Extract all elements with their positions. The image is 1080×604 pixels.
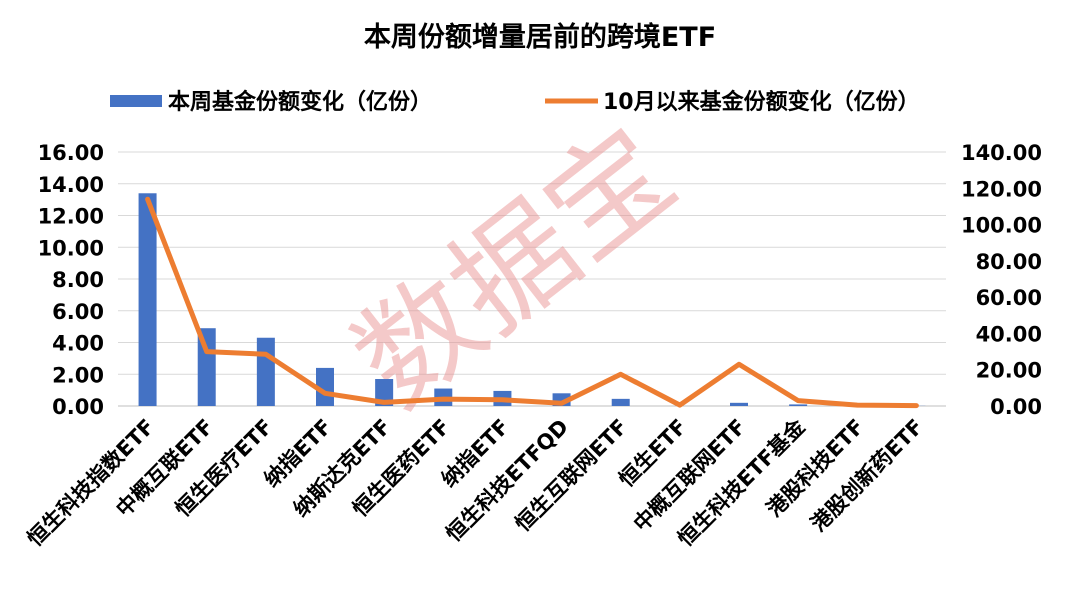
left-tick-label: 12.00 <box>38 205 104 229</box>
line-series <box>145 196 919 409</box>
left-tick-label: 0.00 <box>52 395 104 419</box>
right-axis: 0.00 20.00 40.00 60.00 80.00 100.00 120.00 140.… <box>961 141 1042 419</box>
left-tick-label: 10.00 <box>38 236 104 260</box>
legend-line-label: 10月以来基金份额变化（亿份） <box>603 89 920 115</box>
right-tick-label: 0.00 <box>990 395 1042 419</box>
bar <box>730 402 748 406</box>
left-axis: 0.00 2.00 4.00 6.00 8.00 10.00 12.00 14.00 16.00 <box>38 141 104 419</box>
line-path <box>145 196 919 409</box>
left-tick-label: 16.00 <box>38 141 104 165</box>
chart-title: 本周份额增量居前的跨境ETF <box>364 21 716 53</box>
gridlines <box>118 151 946 407</box>
right-tick-label: 80.00 <box>976 250 1042 274</box>
legend-bar-swatch <box>110 95 162 107</box>
left-tick-label: 14.00 <box>38 173 104 197</box>
legend: 本周基金份额变化（亿份） 10月以来基金份额变化（亿份） <box>110 89 920 115</box>
bar <box>611 398 630 406</box>
left-tick-label: 6.00 <box>52 300 104 324</box>
bar <box>789 404 808 406</box>
left-tick-label: 2.00 <box>52 363 104 387</box>
bar <box>256 337 275 406</box>
right-tick-label: 120.00 <box>961 177 1042 201</box>
right-tick-label: 20.00 <box>976 359 1042 383</box>
bar <box>197 328 216 406</box>
category-axis: 恒生科技指数ETF中概互联ETF恒生医疗ETF纳指ETF纳斯达克ETF恒生医药E… <box>23 414 928 551</box>
left-tick-label: 4.00 <box>52 332 104 356</box>
left-tick-label: 8.00 <box>52 268 104 292</box>
right-tick-label: 140.00 <box>961 141 1042 165</box>
bar <box>138 193 157 406</box>
right-tick-label: 100.00 <box>961 214 1042 238</box>
right-tick-label: 60.00 <box>976 286 1042 310</box>
legend-bar-label: 本周基金份额变化（亿份） <box>168 89 432 115</box>
right-tick-label: 40.00 <box>976 322 1042 346</box>
